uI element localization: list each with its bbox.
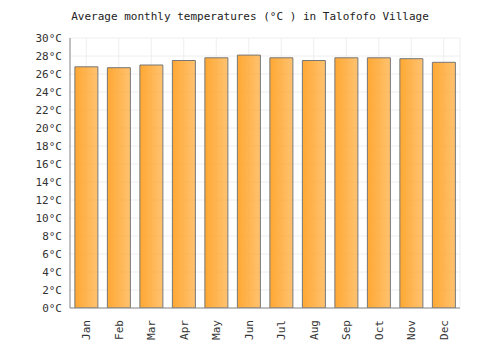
svg-text:Jan: Jan — [80, 320, 93, 340]
svg-text:Jun: Jun — [243, 320, 256, 340]
svg-text:12°C: 12°C — [36, 194, 63, 207]
svg-text:30°C: 30°C — [36, 32, 63, 45]
svg-text:2°C: 2°C — [42, 284, 62, 297]
svg-text:26°C: 26°C — [36, 68, 63, 81]
svg-text:May: May — [210, 320, 223, 340]
svg-text:Oct: Oct — [373, 320, 386, 340]
svg-text:Mar: Mar — [145, 320, 158, 340]
svg-text:8°C: 8°C — [42, 230, 62, 243]
svg-text:Jul: Jul — [275, 320, 288, 340]
svg-text:22°C: 22°C — [36, 104, 63, 117]
svg-text:16°C: 16°C — [36, 158, 63, 171]
html-text:Average monthly temperatures (: Average monthly temperatures (°C ) in Ta… — [71, 10, 429, 23]
svg-text:4°C: 4°C — [42, 266, 62, 279]
svg-text:Aug: Aug — [308, 320, 321, 340]
svg-text:Apr: Apr — [178, 320, 191, 340]
svg-text:20°C: 20°C — [36, 122, 63, 135]
svg-text:Sep: Sep — [340, 320, 353, 340]
svg-text:24°C: 24°C — [36, 86, 63, 99]
svg-text:Dec: Dec — [438, 320, 451, 340]
svg-text:Nov: Nov — [405, 320, 418, 340]
svg-text:10°C: 10°C — [36, 212, 63, 225]
svg-text:18°C: 18°C — [36, 140, 63, 153]
svg-text:Feb: Feb — [113, 320, 126, 340]
svg-text:28°C: 28°C — [36, 50, 63, 63]
svg-text:14°C: 14°C — [36, 176, 63, 189]
svg-text:6°C: 6°C — [42, 248, 62, 261]
svg-text:0°C: 0°C — [42, 302, 62, 315]
